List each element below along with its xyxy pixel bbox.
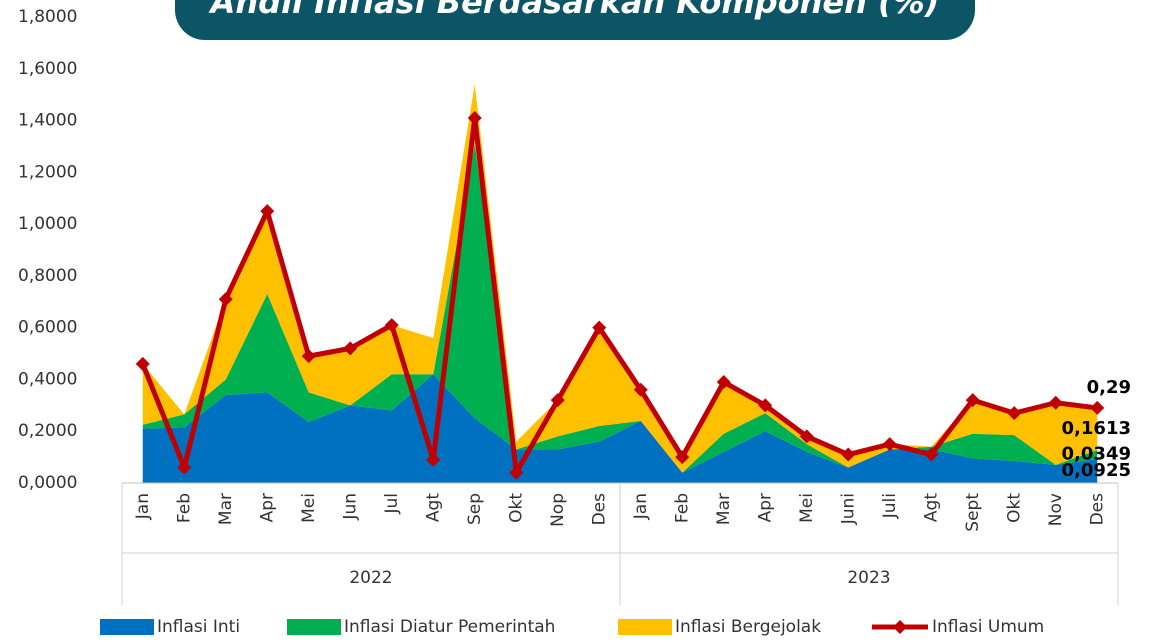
data-label: 0,0349	[1062, 444, 1131, 465]
legend-swatch	[287, 619, 341, 635]
x-tick-label: Feb	[174, 493, 194, 523]
legend-label: Inflasi Umum	[932, 617, 1044, 637]
x-tick-label: Nop	[548, 493, 568, 527]
x-tick-label: Des	[589, 493, 609, 526]
marker	[1048, 395, 1063, 410]
y-tick-label: 1,4000	[18, 111, 77, 131]
x-tick-label: Mei	[299, 493, 319, 523]
legend-swatch	[618, 619, 672, 635]
x-tick-label: Okt	[1004, 493, 1024, 523]
x-tick-label: Juli	[880, 493, 900, 519]
x-tick-label: Agt	[423, 493, 443, 522]
marker	[882, 437, 897, 452]
line	[140, 115, 1098, 476]
area	[142, 143, 1098, 473]
area	[142, 84, 1098, 473]
x-tick-label: Nov	[1046, 493, 1066, 526]
x-tick-label: Mei	[797, 493, 817, 523]
marker	[467, 110, 482, 125]
marker	[965, 393, 980, 408]
marker	[177, 460, 192, 475]
legend-marker	[893, 620, 907, 634]
y-tick-label: 0,0000	[18, 473, 77, 493]
marker	[799, 429, 814, 444]
marker	[550, 393, 565, 408]
area	[142, 374, 1098, 483]
x-tick-label: Okt	[506, 493, 526, 523]
x-tick-label: Sept	[963, 493, 983, 532]
marker	[1090, 400, 1105, 415]
y-tick-label: 1,8000	[18, 7, 77, 27]
marker	[384, 318, 399, 333]
y-tick-label: 1,2000	[18, 162, 77, 182]
marker	[675, 450, 690, 465]
marker	[758, 398, 773, 413]
legend-label: Inflasi Bergejolak	[675, 617, 821, 637]
y-tick-label: 0,6000	[18, 318, 77, 338]
y-tick-label: 0,4000	[18, 369, 77, 389]
marker	[509, 465, 524, 480]
marker	[218, 292, 233, 307]
data-label: 0,0925	[1062, 460, 1131, 481]
marker	[841, 447, 856, 462]
marker	[633, 382, 648, 397]
x-tick-label: Feb	[672, 493, 692, 523]
x-tick-label: Agt	[921, 493, 941, 522]
marker	[343, 341, 358, 356]
marker	[716, 375, 731, 390]
y-tick-label: 0,8000	[18, 266, 77, 286]
x-tick-label: Mar	[714, 493, 734, 525]
x-tick-label: Mar	[216, 493, 236, 525]
x-tick-label: Sep	[465, 493, 485, 525]
legend-label: Inflasi Diatur Pemerintah	[344, 617, 555, 637]
x-tick-label: Apr	[755, 493, 775, 522]
group-label: 2022	[349, 568, 392, 588]
x-tick-label: Juni	[838, 493, 858, 525]
legend-swatch	[100, 619, 154, 635]
x-tick-label: Jul	[382, 493, 402, 515]
data-label: 0,1613	[1062, 418, 1131, 439]
marker	[301, 349, 316, 364]
title-box	[175, 0, 975, 40]
y-tick-label: 1,0000	[18, 214, 77, 234]
marker	[1007, 406, 1022, 421]
x-tick-label: Jan	[133, 493, 153, 520]
marker	[924, 447, 939, 462]
x-tick-label: Jun	[340, 493, 360, 521]
y-tick-label: 0,2000	[18, 421, 77, 441]
marker	[260, 204, 275, 219]
x-tick-label: Des	[1087, 493, 1107, 526]
data-label: 0,29	[1087, 377, 1131, 398]
x-tick-label: Apr	[257, 493, 277, 522]
x-tick-label: Jan	[631, 493, 651, 520]
legend-label: Inflasi Inti	[157, 617, 240, 637]
y-tick-label: 1,6000	[18, 59, 77, 79]
chart-title: Andil Inflasi Berdasarkan Komponen (%)	[208, 0, 940, 21]
marker	[135, 356, 150, 371]
marker	[426, 452, 441, 467]
marker	[592, 320, 607, 335]
group-label: 2023	[847, 568, 890, 588]
